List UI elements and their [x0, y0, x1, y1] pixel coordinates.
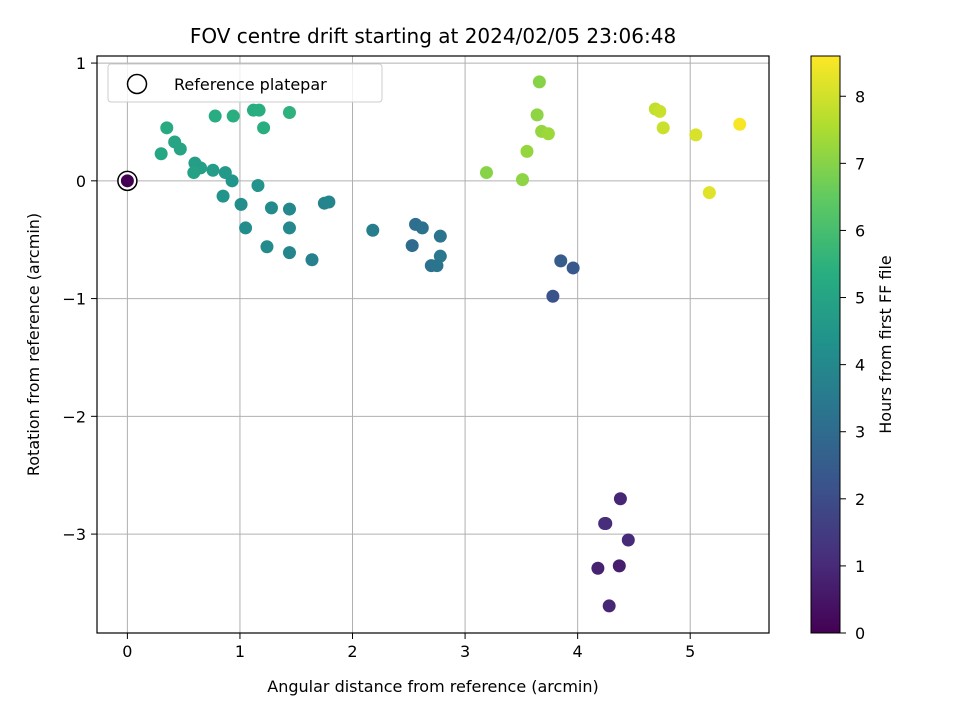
legend-box: [107, 63, 383, 103]
data-point: [415, 221, 429, 235]
y-axis-ticks: 1 0 −1 −2 −3: [62, 54, 97, 544]
colorbar: 0 1 2 3 4 5 6 7 8 Hours from first FF file: [810, 55, 895, 643]
x-tick-label: 0: [122, 642, 132, 661]
data-point: [613, 492, 627, 506]
data-point: [591, 561, 605, 575]
data-point: [598, 516, 612, 530]
data-point: [541, 127, 555, 141]
legend: Reference platepar: [107, 63, 383, 103]
y-tick-label: 0: [76, 172, 86, 191]
data-point: [282, 106, 296, 120]
data-point: [282, 221, 296, 235]
data-point: [433, 229, 447, 243]
colorbar-gradient: [810, 55, 841, 634]
data-point: [515, 173, 529, 187]
colorbar-tick-label: 0: [855, 624, 865, 643]
data-point: [282, 246, 296, 260]
x-tick-label: 5: [685, 642, 695, 661]
y-axis-label: Rotation from reference (arcmin): [24, 213, 43, 476]
x-tick-label: 3: [460, 642, 470, 661]
data-point: [405, 239, 419, 253]
data-point: [239, 221, 253, 235]
data-point: [366, 223, 380, 237]
data-point: [733, 117, 747, 131]
data-point: [520, 144, 534, 158]
data-point: [653, 104, 667, 118]
colorbar-tick-label: 2: [855, 490, 865, 509]
data-point: [530, 108, 544, 122]
data-point: [621, 533, 635, 547]
colorbar-tick-label: 8: [855, 87, 865, 106]
data-point: [160, 121, 174, 135]
data-point: [656, 121, 670, 135]
data-point: [252, 103, 266, 117]
colorbar-tick-label: 5: [855, 289, 865, 308]
x-tick-label: 4: [573, 642, 583, 661]
colorbar-ticks: 0 1 2 3 4 5 6 7 8: [840, 87, 865, 643]
legend-label: Reference platepar: [174, 75, 327, 94]
chart-title: FOV centre drift starting at 2024/02/05 …: [190, 24, 676, 48]
x-tick-label: 2: [347, 642, 357, 661]
data-point: [257, 121, 271, 135]
data-point: [234, 197, 248, 211]
data-point: [206, 163, 220, 177]
data-point: [305, 253, 319, 267]
data-point: [168, 135, 182, 149]
data-point: [251, 179, 265, 193]
colorbar-tick-label: 4: [855, 356, 865, 375]
legend-marker: [126, 73, 148, 95]
data-point: [226, 109, 240, 123]
y-tick-label: −3: [62, 525, 86, 544]
data-point: [532, 75, 546, 89]
data-point: [264, 201, 278, 215]
data-point: [702, 186, 716, 200]
data-point: [602, 599, 616, 613]
colorbar-tick-label: 6: [855, 221, 865, 240]
data-point: [689, 128, 703, 142]
colorbar-tick-label: 1: [855, 557, 865, 576]
data-point: [208, 109, 222, 123]
data-point: [546, 289, 560, 303]
data-points: [117, 75, 747, 613]
colorbar-tick-label: 3: [855, 423, 865, 442]
y-tick-label: 1: [76, 54, 86, 73]
data-point: [566, 261, 580, 275]
data-point: [282, 202, 296, 216]
data-point: [479, 166, 493, 180]
plot-frame: [96, 55, 770, 634]
data-point: [554, 254, 568, 268]
data-point: [154, 147, 168, 161]
data-point: [322, 195, 336, 209]
reference-point: [120, 174, 134, 188]
colorbar-tick-label: 7: [855, 154, 865, 173]
y-tick-label: −2: [62, 407, 86, 426]
x-axis-label: Angular distance from reference (arcmin): [267, 677, 598, 696]
x-tick-label: 1: [235, 642, 245, 661]
data-point: [260, 240, 274, 254]
data-point: [612, 559, 626, 573]
data-point: [216, 189, 230, 203]
data-point: [187, 166, 201, 180]
data-point: [218, 166, 232, 180]
y-tick-label: −1: [62, 290, 86, 309]
x-axis-ticks: 0 1 2 3 4 5: [122, 633, 695, 661]
data-point: [430, 259, 444, 273]
grid-lines: [97, 56, 769, 633]
colorbar-label: Hours from first FF file: [876, 255, 895, 434]
